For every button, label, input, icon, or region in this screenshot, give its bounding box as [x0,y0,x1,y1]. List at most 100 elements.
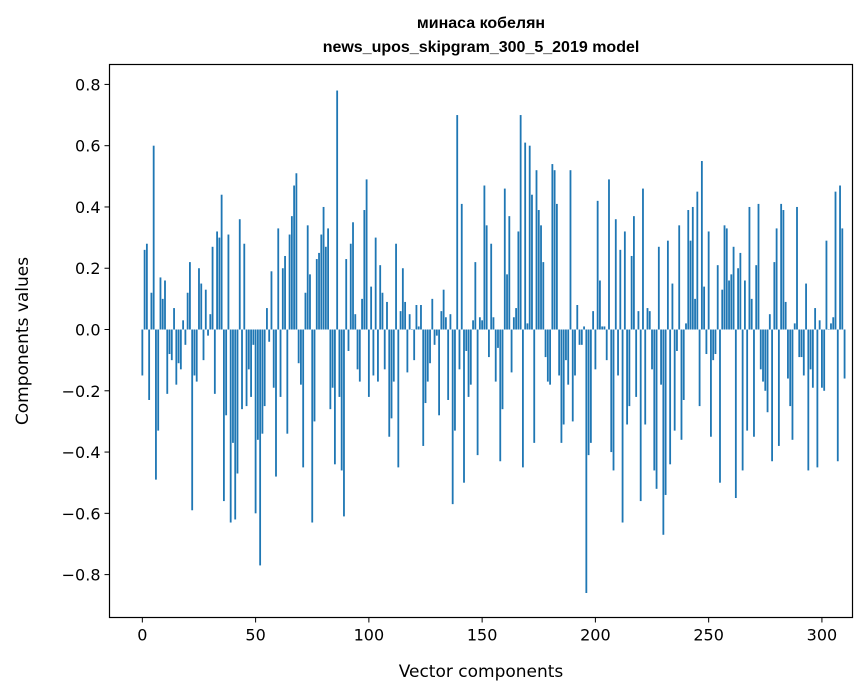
bar [583,326,585,330]
bar [234,329,237,520]
bar [284,255,286,330]
bar [433,329,436,345]
bar [696,191,699,330]
bar [612,329,615,471]
bar [687,210,690,330]
bar [633,216,635,330]
bar [372,329,375,376]
bar [567,329,570,385]
bar [474,262,477,330]
bar [392,329,395,382]
bar [596,200,599,330]
bar [805,283,807,330]
bar [574,329,576,376]
bar [460,203,463,330]
bar [712,329,715,361]
bar [710,329,712,437]
bar [365,179,368,330]
bar [315,259,318,330]
bar [685,323,687,330]
bar [361,298,363,330]
y-tick-label: −0.8 [62,566,101,585]
bar [322,206,325,330]
bar [259,329,262,566]
bar [476,329,479,456]
bar [589,329,592,443]
bar [592,311,595,330]
bar [465,329,468,351]
bar [601,326,604,330]
bar [671,283,674,330]
bar [179,329,182,370]
bar [741,329,744,471]
bar [300,329,302,385]
bar [458,329,461,370]
bar [395,243,397,330]
bar [168,329,171,355]
bar [431,298,434,330]
bar [732,246,735,330]
bar [417,326,420,330]
bar [145,243,148,330]
bar [329,329,332,410]
bar [220,194,223,330]
bar [331,329,334,388]
bar [354,314,357,330]
y-tick-label: −0.4 [62,443,101,462]
bar [617,329,619,376]
bar [155,329,157,480]
bar [542,262,545,330]
bar [773,262,776,330]
bar [349,243,352,330]
bar [510,329,513,373]
bar [651,329,653,370]
bar [225,329,228,416]
x-tick-label: 50 [245,626,265,645]
bar [585,329,588,593]
bar [356,329,359,370]
bar [814,308,817,330]
bar [256,329,259,440]
bar [676,329,678,351]
bar [719,329,721,483]
bar [490,243,493,330]
bar [791,329,794,440]
bar [279,329,282,397]
y-tick-label: 0.4 [75,198,100,217]
bar [839,185,841,330]
bar [338,329,341,397]
bar [515,308,518,330]
bar [642,188,644,330]
bar [481,320,484,330]
bar [818,320,821,330]
bar [250,329,252,397]
x-tick-label: 200 [580,626,611,645]
bar [189,262,191,330]
bar [569,170,572,330]
bar [723,225,726,330]
bar [635,329,638,397]
bar [241,329,243,410]
bar [766,329,769,413]
bar [540,225,542,330]
bar [379,265,382,330]
bar [508,216,511,330]
bar [297,329,300,364]
bar [549,329,551,385]
bar [311,329,314,523]
bar [703,286,706,330]
bar [281,268,284,330]
bar [522,329,524,468]
bar [698,329,701,407]
bar [286,329,289,434]
bar [841,228,844,330]
x-axis-label: Vector components [399,662,564,682]
bar [363,210,366,330]
bar [381,292,384,330]
bar [420,305,422,330]
bar [175,329,178,385]
bar [753,329,755,437]
bar [213,329,216,394]
bar [553,170,556,330]
bar [268,329,271,342]
